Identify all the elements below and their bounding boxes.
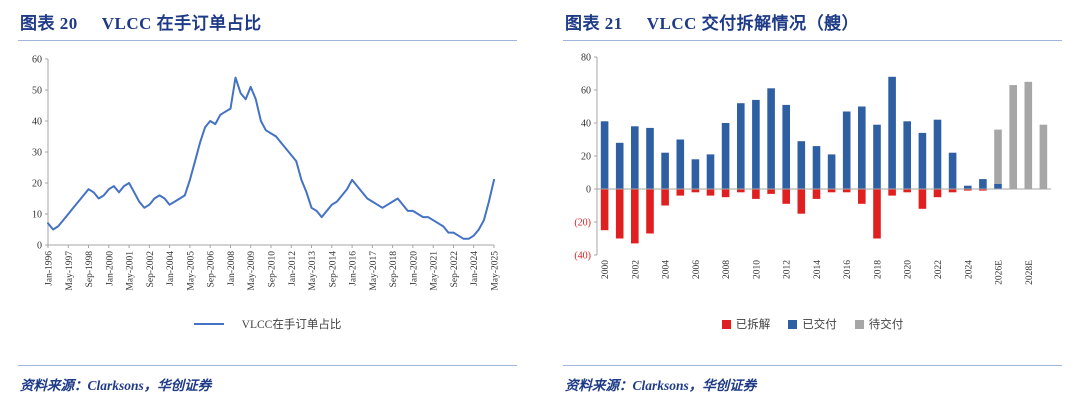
svg-text:0: 0 (37, 241, 42, 252)
svg-text:30: 30 (32, 148, 42, 159)
svg-text:Sep-2018: Sep-2018 (389, 251, 399, 288)
svg-text:60: 60 (32, 55, 42, 66)
svg-text:2000: 2000 (601, 260, 611, 279)
svg-text:2028E: 2028E (1025, 260, 1035, 285)
svg-text:2006: 2006 (692, 260, 702, 279)
svg-text:2016: 2016 (843, 260, 853, 279)
svg-text:40: 40 (581, 119, 591, 130)
svg-text:Sep-2010: Sep-2010 (268, 251, 278, 288)
svg-text:Jan-2000: Jan-2000 (105, 251, 115, 286)
svg-text:(20): (20) (574, 218, 591, 229)
legend-label-pending: 待交付 (868, 319, 904, 331)
legend-item-delivered: 已交付 (788, 316, 837, 332)
legend-label-delivered: 已交付 (802, 319, 837, 331)
svg-text:2022: 2022 (934, 260, 944, 279)
svg-text:2012: 2012 (783, 260, 793, 279)
svg-text:Sep-1998: Sep-1998 (85, 251, 95, 288)
title-divider (563, 40, 1062, 41)
svg-text:2026E: 2026E (995, 260, 1005, 285)
figure-20-name: VLCC 在手订单占比 (101, 14, 262, 33)
panel-figure-20: 图表 20 VLCC 在手订单占比 0 10 20 30 40 50 60 Jan-1996 M… (18, 6, 517, 420)
legend-swatch-demolished (721, 319, 731, 329)
figure-20-number: 图表 20 (20, 14, 78, 33)
source-divider (563, 365, 1062, 366)
svg-text:60: 60 (581, 86, 591, 97)
figure-21-name: VLCC 交付拆解情况（艘） (646, 14, 860, 33)
svg-text:2020: 2020 (904, 260, 914, 279)
svg-text:10: 10 (32, 210, 42, 221)
svg-text:40: 40 (32, 117, 42, 128)
figure-21-number: 图表 21 (565, 14, 623, 33)
svg-text:Sep-2014: Sep-2014 (328, 251, 338, 288)
svg-text:(40): (40) (574, 251, 591, 262)
svg-text:2018: 2018 (874, 260, 884, 279)
svg-text:Jan-2016: Jan-2016 (349, 251, 359, 286)
legend-swatch-delivered (788, 319, 798, 329)
svg-text:20: 20 (32, 179, 42, 190)
figure-21-source: 资料来源：Clarksons，华创证券 (565, 378, 757, 393)
legend-label: VLCC在手订单占比 (241, 319, 342, 331)
svg-text:Sep-2006: Sep-2006 (207, 251, 217, 288)
legend-item-pending: 待交付 (854, 316, 904, 332)
legend-label-demolished: 已拆解 (735, 319, 771, 331)
svg-text:Jan-2004: Jan-2004 (166, 251, 176, 286)
legend-line-swatch (193, 323, 224, 325)
svg-text:May-2013: May-2013 (308, 251, 318, 291)
orderbook-share-line-chart: 0 10 20 30 40 50 60 Jan-1996 May-1997 Sep-1998 Jan… (18, 41, 517, 316)
panel-figure-21: 图表 21 VLCC 交付拆解情况（艘） 80 60 40 20 0 (20) (40) 20… (563, 6, 1062, 420)
svg-text:Sep-2002: Sep-2002 (146, 251, 156, 288)
svg-text:20: 20 (581, 152, 591, 163)
svg-text:2010: 2010 (752, 260, 762, 279)
svg-text:2014: 2014 (813, 260, 823, 279)
spacer (18, 334, 517, 365)
source-divider (18, 365, 517, 366)
figure-21-legend: 已拆解 已交付 待交付 (563, 316, 1062, 334)
svg-text:Jan-2024: Jan-2024 (470, 251, 480, 286)
legend-item-demolished: 已拆解 (721, 316, 771, 332)
svg-text:May-2017: May-2017 (369, 251, 379, 291)
svg-text:May-2009: May-2009 (247, 251, 257, 291)
svg-text:May-2021: May-2021 (430, 251, 440, 291)
svg-text:2002: 2002 (631, 260, 641, 279)
svg-text:Jan-1996: Jan-1996 (45, 251, 55, 286)
orderbook-share-series (47, 76, 495, 240)
svg-text:Sep-2022: Sep-2022 (450, 251, 460, 288)
svg-text:Jan-2020: Jan-2020 (409, 251, 419, 286)
spacer (563, 334, 1062, 365)
svg-text:0: 0 (586, 185, 591, 196)
bar-chart-canvas: 80 60 40 20 0 (20) (40) 2000 2002 2004 2006 2008 201… (574, 53, 1051, 285)
figure-20-source: 资料来源：Clarksons，华创证券 (20, 378, 212, 393)
figure-21-title: 图表 21 VLCC 交付拆解情况（艘） (563, 6, 1062, 40)
svg-text:May-2005: May-2005 (186, 251, 196, 291)
svg-text:50: 50 (32, 86, 42, 97)
svg-text:May-2025: May-2025 (491, 251, 501, 291)
svg-text:Jan-2012: Jan-2012 (288, 251, 298, 286)
svg-text:May-1997: May-1997 (65, 251, 75, 291)
svg-text:2004: 2004 (662, 260, 672, 279)
figure-20-legend: VLCC在手订单占比 (18, 316, 517, 334)
svg-text:2008: 2008 (722, 260, 732, 279)
svg-text:2024: 2024 (964, 260, 974, 279)
delivery-demolition-bar-chart: 80 60 40 20 0 (20) (40) 2000 2002 2004 2006 2008 201… (563, 41, 1062, 316)
svg-text:80: 80 (581, 53, 591, 64)
line-chart-canvas: 0 10 20 30 40 50 60 Jan-1996 May-1997 Sep-1998 Jan… (32, 55, 501, 291)
svg-text:May-2001: May-2001 (126, 251, 136, 291)
svg-text:Jan-2008: Jan-2008 (227, 251, 237, 286)
title-divider (18, 40, 517, 41)
figure-20-title: 图表 20 VLCC 在手订单占比 (18, 6, 517, 40)
legend-swatch-pending (854, 319, 864, 329)
